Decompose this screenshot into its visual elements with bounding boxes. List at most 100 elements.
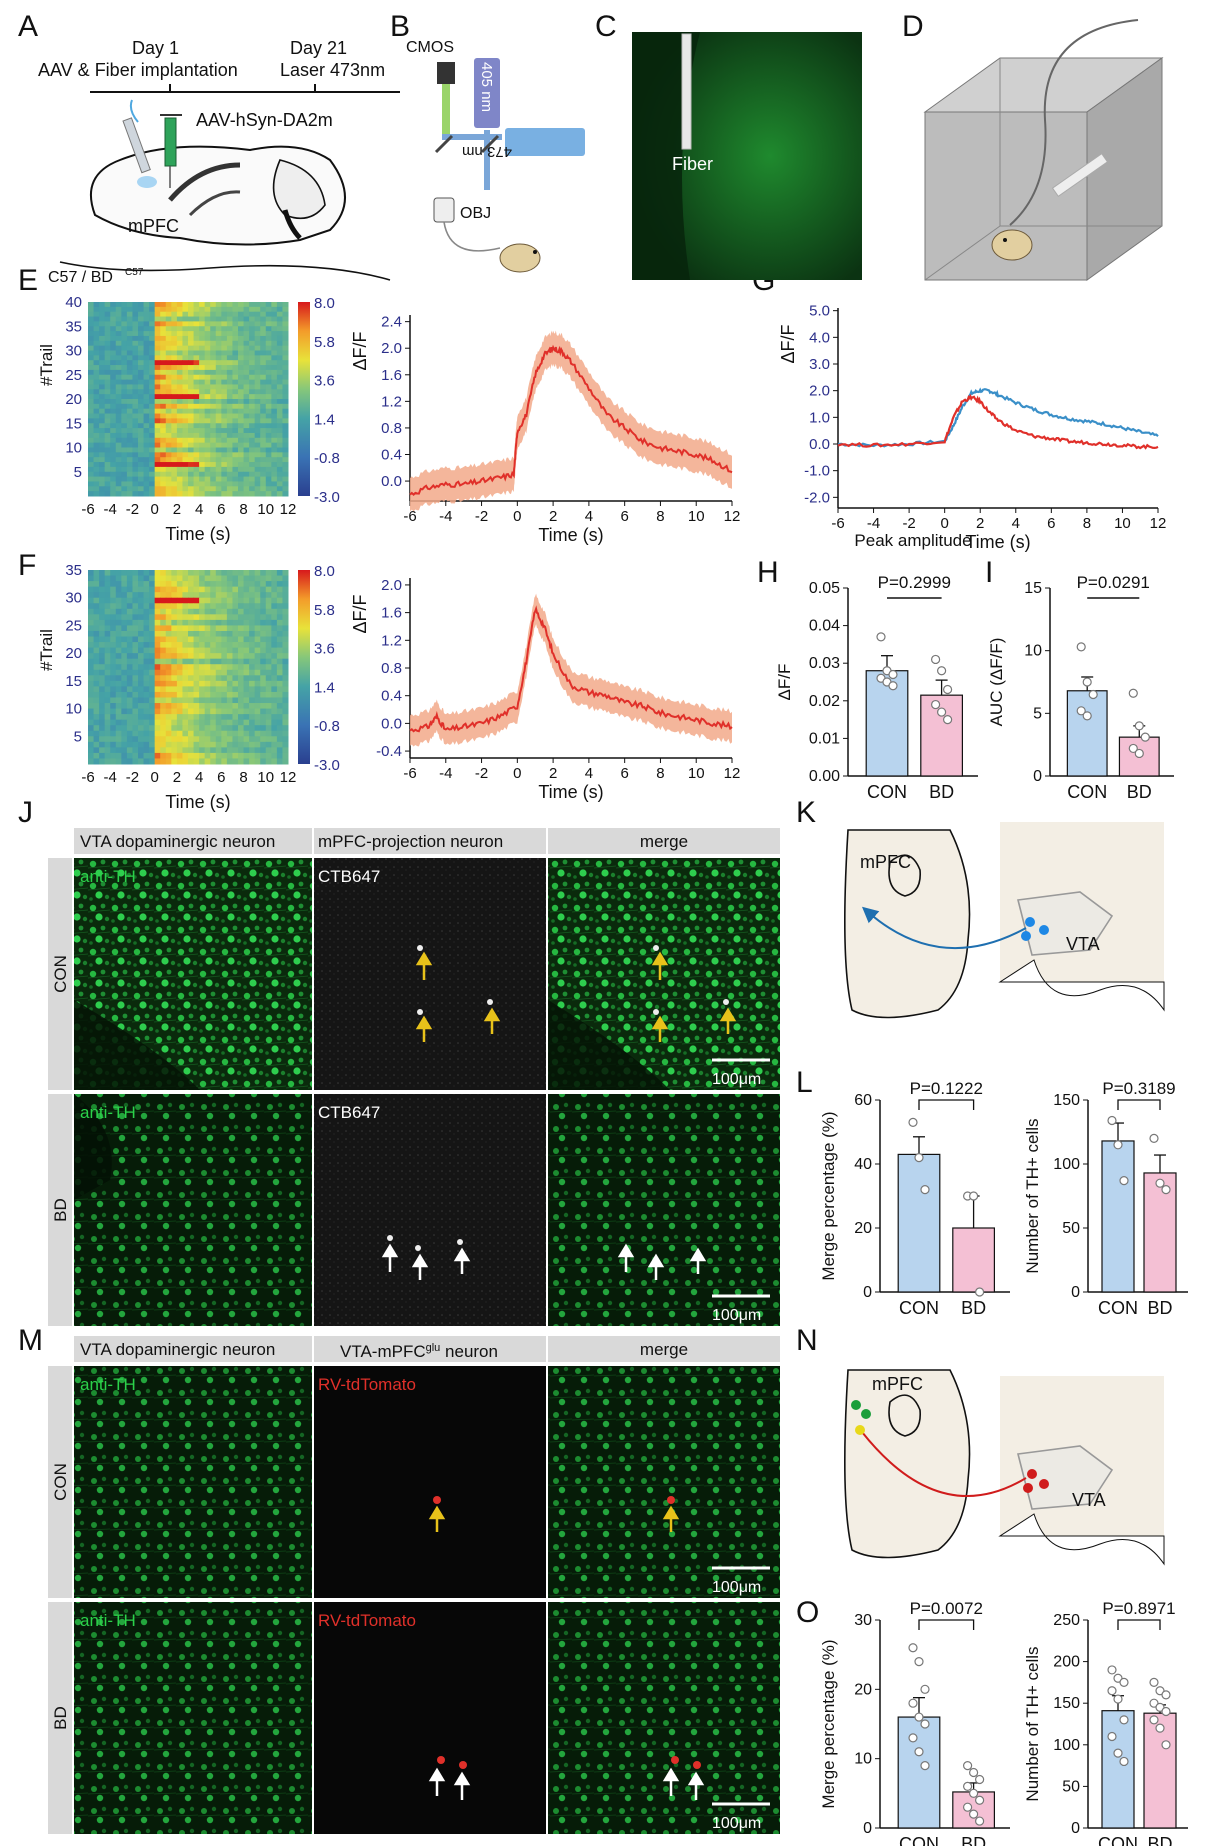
heatmap-cell bbox=[282, 714, 289, 721]
heatmap-cell bbox=[265, 586, 272, 593]
heatmap-cell bbox=[282, 758, 289, 765]
colorbar-tick: 3.6 bbox=[314, 373, 335, 390]
heatmap-cell bbox=[160, 340, 167, 347]
heatmap-cell bbox=[132, 597, 139, 604]
heatmap-cell bbox=[126, 570, 133, 577]
heatmap-cell bbox=[99, 680, 106, 687]
optic-fiber-implant bbox=[122, 117, 151, 174]
heatmap-cell bbox=[132, 418, 139, 424]
data-point bbox=[920, 1684, 930, 1694]
heatmap-cell bbox=[165, 725, 172, 732]
m-bd-stain2: RV-tdTomato bbox=[318, 1611, 416, 1630]
heatmap-cell bbox=[210, 697, 217, 704]
heatmap-cell bbox=[215, 614, 222, 621]
heatmap-cell bbox=[282, 686, 289, 693]
heatmap-cell bbox=[226, 736, 233, 743]
heatmap-cell bbox=[143, 653, 150, 660]
heatmap-cell bbox=[165, 491, 172, 497]
heatmap-cell bbox=[104, 619, 111, 626]
heatmap-cell bbox=[243, 462, 250, 468]
heatmap-cell bbox=[138, 636, 145, 643]
heatmap-cell bbox=[238, 725, 245, 732]
heatmap-cell bbox=[188, 714, 195, 721]
heatmap-cell bbox=[93, 752, 100, 759]
heatmap-cell bbox=[126, 741, 133, 748]
heatmap-cell bbox=[282, 597, 289, 604]
heatmap-cell bbox=[221, 691, 228, 698]
heatmap-cell bbox=[165, 714, 172, 721]
heatmap-cell bbox=[199, 457, 206, 463]
ytick-label: 0 bbox=[1071, 1284, 1080, 1301]
heatmap-cell bbox=[265, 350, 272, 356]
heatmap-cell bbox=[188, 462, 195, 468]
heatmap-cell bbox=[254, 581, 261, 588]
heatmap-cell bbox=[238, 691, 245, 698]
heatmap-cell bbox=[238, 418, 245, 424]
heatmap-f-cells bbox=[88, 570, 289, 765]
heatmap-cell bbox=[249, 669, 256, 676]
heatmap-cell bbox=[110, 491, 117, 497]
heatmap-cell bbox=[271, 570, 278, 577]
heatmap-cell bbox=[110, 452, 117, 458]
heatmap-cell bbox=[126, 413, 133, 419]
heatmap-cell bbox=[93, 570, 100, 577]
m-bd-th-image bbox=[74, 1602, 312, 1834]
xtick-label: -6 bbox=[831, 515, 844, 532]
heatmap-cell bbox=[99, 586, 106, 593]
heatmap-cell bbox=[249, 481, 256, 487]
heatmap-cell bbox=[165, 408, 172, 415]
heatmap-cell bbox=[110, 311, 117, 318]
heatmap-cell bbox=[110, 432, 117, 439]
heatmap-cell bbox=[165, 603, 172, 610]
heatmap-cell bbox=[193, 686, 200, 693]
xtick-label: 2 bbox=[976, 515, 984, 532]
heatmap-cell bbox=[243, 647, 250, 654]
heatmap-cell bbox=[93, 369, 100, 376]
heatmap-cell bbox=[199, 394, 206, 400]
heatmap-cell bbox=[132, 345, 139, 351]
heatmap-cell bbox=[154, 311, 161, 318]
ytick-label: 150 bbox=[1053, 1695, 1080, 1712]
heatmap-cell bbox=[271, 714, 278, 721]
data-point bbox=[1082, 677, 1092, 687]
heatmap-cell bbox=[282, 379, 289, 385]
heatmap-f-xlabel: Time (s) bbox=[165, 792, 230, 812]
panel-letter-d: D bbox=[902, 10, 924, 43]
heatmap-cell bbox=[165, 403, 172, 410]
heatmap-cell bbox=[204, 730, 211, 737]
heatmap-cell bbox=[132, 725, 139, 732]
heatmap-cell bbox=[282, 647, 289, 654]
heatmap-cell bbox=[171, 647, 178, 654]
heatmap-cell bbox=[210, 471, 217, 478]
heatmap-cell bbox=[176, 686, 183, 693]
j-row1-label: CON bbox=[51, 955, 70, 993]
heatmap-cell bbox=[93, 653, 100, 660]
heatmap-cell bbox=[232, 403, 239, 410]
heatmap-cell bbox=[254, 365, 261, 371]
heatmap-cell bbox=[260, 345, 267, 351]
heatmap-cell bbox=[165, 374, 172, 381]
m-bd-merge-cell bbox=[693, 1761, 701, 1769]
heatmap-cell bbox=[260, 457, 267, 463]
heatmap-cell bbox=[104, 447, 111, 453]
heatmap-cell bbox=[182, 442, 189, 448]
heatmap-cell bbox=[199, 675, 206, 682]
heatmap-cell bbox=[226, 603, 233, 610]
heatmap-cell bbox=[149, 619, 156, 626]
heatmap-xtick: 12 bbox=[280, 501, 297, 518]
heatmap-cell bbox=[249, 457, 256, 463]
heatmap-cell bbox=[160, 697, 167, 704]
heatmap-cell bbox=[193, 680, 200, 687]
heatmap-cell bbox=[243, 491, 250, 497]
heatmap-cell bbox=[88, 614, 95, 621]
heatmap-cell bbox=[165, 365, 172, 371]
heatmap-cell bbox=[204, 664, 211, 671]
heatmap-cell bbox=[115, 350, 122, 356]
bar-con bbox=[1101, 1710, 1135, 1829]
heatmap-cell bbox=[204, 669, 211, 676]
heatmap-cell bbox=[204, 452, 211, 458]
heatmap-cell bbox=[182, 437, 189, 444]
heatmap-cell bbox=[215, 335, 222, 342]
heatmap-cell bbox=[115, 481, 122, 487]
